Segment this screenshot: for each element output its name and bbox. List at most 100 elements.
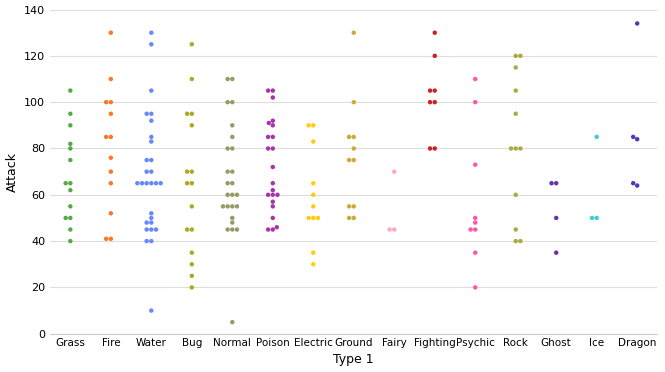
Point bbox=[186, 273, 197, 279]
Point bbox=[348, 99, 359, 105]
Point bbox=[65, 238, 76, 244]
Point bbox=[65, 215, 76, 221]
Point bbox=[267, 192, 278, 198]
Point bbox=[222, 145, 233, 151]
Point bbox=[348, 30, 359, 36]
Point bbox=[142, 180, 152, 186]
Point bbox=[348, 145, 359, 151]
Point bbox=[267, 145, 278, 151]
Point bbox=[267, 94, 278, 100]
Point bbox=[106, 99, 116, 105]
Point bbox=[186, 203, 197, 209]
Point bbox=[470, 99, 481, 105]
Point bbox=[227, 319, 237, 325]
Point bbox=[308, 122, 319, 128]
Point bbox=[146, 227, 157, 232]
Point bbox=[146, 88, 157, 94]
Point bbox=[227, 134, 237, 140]
Point bbox=[227, 180, 237, 186]
Point bbox=[222, 192, 233, 198]
Point bbox=[272, 192, 283, 198]
Point bbox=[267, 134, 278, 140]
Point bbox=[344, 134, 354, 140]
Point bbox=[267, 187, 278, 193]
Point bbox=[271, 224, 282, 230]
Point bbox=[231, 192, 242, 198]
Point bbox=[186, 250, 197, 256]
Point bbox=[65, 180, 76, 186]
Point bbox=[308, 250, 319, 256]
Point bbox=[632, 183, 642, 189]
Point bbox=[101, 236, 112, 242]
Point bbox=[146, 238, 157, 244]
Point bbox=[389, 227, 400, 232]
Point bbox=[632, 20, 642, 26]
Point bbox=[65, 111, 76, 117]
Point bbox=[591, 134, 602, 140]
Point bbox=[227, 203, 237, 209]
Point bbox=[146, 219, 157, 225]
Point bbox=[632, 136, 642, 142]
Point bbox=[142, 169, 152, 174]
Point bbox=[132, 180, 142, 186]
Point bbox=[61, 215, 71, 221]
Point bbox=[146, 180, 157, 186]
Point bbox=[182, 180, 192, 186]
Point bbox=[267, 164, 278, 170]
Point bbox=[186, 180, 197, 186]
Point bbox=[106, 76, 116, 82]
Point bbox=[470, 250, 481, 256]
Point bbox=[308, 138, 319, 144]
Point bbox=[465, 227, 476, 232]
Point bbox=[146, 118, 157, 124]
X-axis label: Type 1: Type 1 bbox=[333, 353, 374, 366]
Point bbox=[470, 285, 481, 291]
Point bbox=[263, 145, 273, 151]
Point bbox=[470, 219, 481, 225]
Point bbox=[430, 145, 440, 151]
Point bbox=[511, 64, 521, 70]
Point bbox=[348, 157, 359, 163]
Point bbox=[425, 88, 436, 94]
Point bbox=[303, 122, 314, 128]
Point bbox=[146, 308, 157, 314]
Point bbox=[511, 145, 521, 151]
Point bbox=[308, 180, 319, 186]
Point bbox=[628, 134, 638, 140]
Point bbox=[227, 169, 237, 174]
Point bbox=[267, 180, 278, 186]
Point bbox=[344, 215, 354, 221]
Point bbox=[267, 199, 278, 205]
Point bbox=[65, 141, 76, 147]
Point bbox=[344, 203, 354, 209]
Point bbox=[384, 227, 395, 232]
Point bbox=[231, 227, 242, 232]
Point bbox=[137, 180, 148, 186]
Point bbox=[511, 227, 521, 232]
Point bbox=[182, 227, 192, 232]
Point bbox=[227, 76, 237, 82]
Point bbox=[182, 111, 192, 117]
Point bbox=[227, 99, 237, 105]
Point bbox=[186, 227, 197, 232]
Point bbox=[142, 157, 152, 163]
Point bbox=[146, 111, 157, 117]
Point bbox=[263, 88, 273, 94]
Point bbox=[348, 203, 359, 209]
Point bbox=[146, 169, 157, 174]
Point bbox=[106, 111, 116, 117]
Point bbox=[65, 88, 76, 94]
Point bbox=[151, 227, 162, 232]
Point bbox=[227, 145, 237, 151]
Point bbox=[470, 162, 481, 168]
Y-axis label: Attack: Attack bbox=[5, 152, 19, 192]
Point bbox=[263, 120, 274, 126]
Point bbox=[222, 99, 233, 105]
Point bbox=[186, 111, 197, 117]
Point bbox=[151, 180, 162, 186]
Point bbox=[61, 180, 71, 186]
Point bbox=[142, 111, 152, 117]
Point bbox=[348, 215, 359, 221]
Point bbox=[65, 203, 76, 209]
Point bbox=[231, 203, 242, 209]
